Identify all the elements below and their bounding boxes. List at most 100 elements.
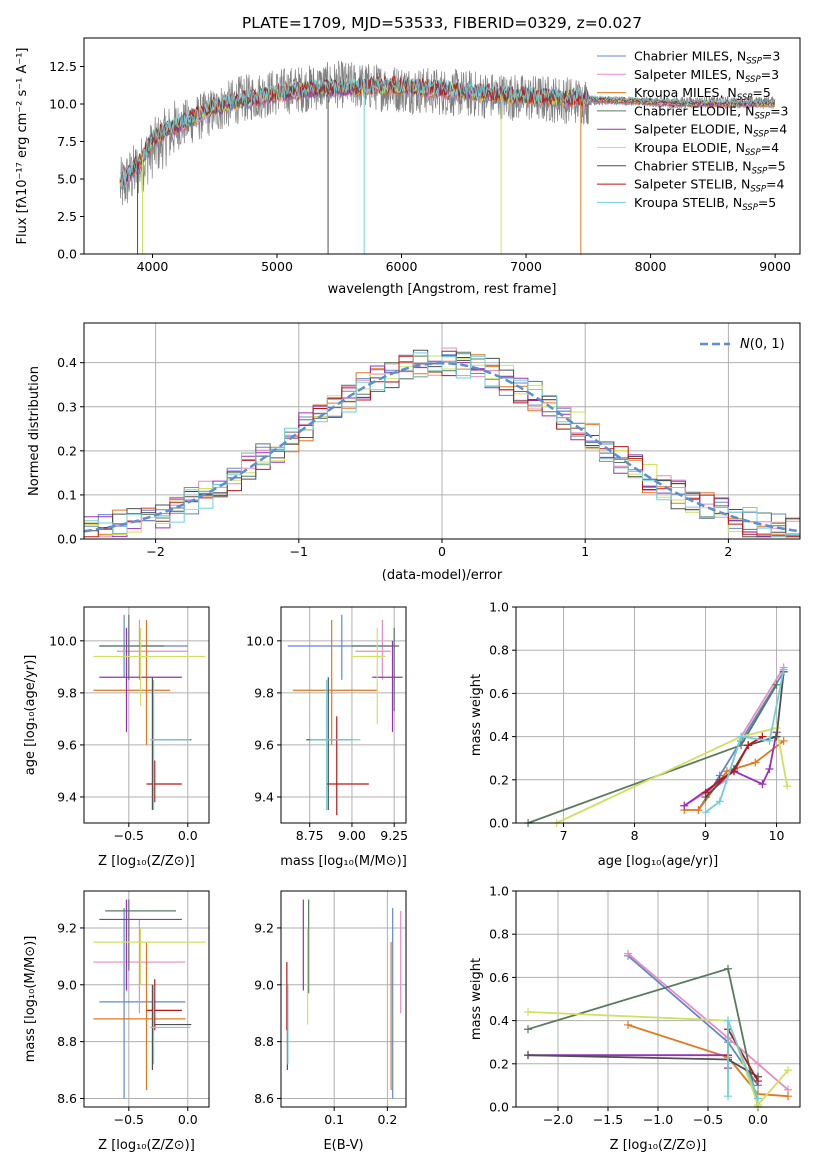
x-axis-label: E(B-V) bbox=[323, 1138, 363, 1153]
y-axis-label: Flux [fλ10⁻¹⁷ erg cm⁻² s⁻¹ A⁻¹] bbox=[15, 48, 30, 245]
mass-weight-marker bbox=[772, 732, 781, 741]
y-axis-label: age [log₁₀(age/yr)] bbox=[23, 655, 38, 776]
mass-weight-marker bbox=[784, 1066, 792, 1075]
x-axis-label: (data-model)/error bbox=[382, 568, 503, 583]
legend-entry: Kroupa ELODIE, NSSP=4 bbox=[634, 140, 779, 158]
x-tick-label: 9000 bbox=[759, 259, 791, 274]
x-axis-label: Z [log₁₀(Z/Z⊙)] bbox=[98, 854, 195, 869]
mass-weight-marker bbox=[724, 964, 732, 973]
mass-weight-marker bbox=[729, 767, 738, 776]
mass-weight-marker bbox=[772, 680, 781, 689]
plot-frame bbox=[280, 890, 407, 1108]
spectrum-panel: 4000 5000 6000 7000 8000 9000 0.0 2.5 5.0 7.5 10.0… bbox=[15, 37, 801, 297]
mass-weight-series-kroupa-elodie bbox=[527, 1011, 789, 1107]
x-tick-label: 2 bbox=[724, 544, 732, 559]
mass-weight-marker bbox=[524, 1025, 532, 1034]
mass-weight-marker bbox=[624, 949, 632, 958]
y-tick-label: 0.0 bbox=[489, 1100, 509, 1115]
y-tick-label: 1.0 bbox=[489, 600, 509, 615]
y-tick-label: 9.4 bbox=[254, 789, 274, 804]
y-tick-label: 0.8 bbox=[489, 643, 509, 658]
plot-frame bbox=[83, 37, 801, 255]
x-tick-label: 0 bbox=[438, 544, 446, 559]
legend-entry: Chabrier STELIB, NSSP=5 bbox=[634, 158, 786, 176]
y-tick-label: 0.2 bbox=[57, 443, 77, 458]
x-tick-label: −1.5 bbox=[593, 1112, 623, 1127]
mass-weight-marker bbox=[737, 732, 746, 741]
x-tick-label: −2 bbox=[146, 544, 164, 559]
x-tick-label: 8 bbox=[631, 828, 639, 843]
x-axis-label: wavelength [Angstrom, rest frame] bbox=[328, 282, 557, 297]
mass-weight-marker bbox=[744, 741, 753, 750]
plot-frame bbox=[515, 606, 801, 824]
mass-weight-marker bbox=[715, 797, 724, 806]
y-tick-label: 9.6 bbox=[57, 737, 77, 752]
y-tick-label: 0.4 bbox=[489, 1013, 509, 1028]
spectrum-title: PLATE=1709, MJD=53533, FIBERID=0329, z=0… bbox=[242, 14, 642, 32]
x-tick-label: −1.0 bbox=[643, 1112, 673, 1127]
residuals-panel: 0.0 0.1 0.2 0.3 0.4 −2 −1 0 1 2 (data-model)/error… bbox=[27, 322, 801, 583]
mass-weight-marker bbox=[779, 736, 788, 745]
y-tick-label: 0.8 bbox=[489, 927, 509, 942]
mass-weight-series-salpeter-miles bbox=[627, 952, 789, 1091]
x-tick-label: 0.0 bbox=[178, 828, 198, 843]
mass-weight-marker bbox=[758, 780, 767, 789]
mass-weight-marker bbox=[754, 1059, 762, 1068]
x-tick-label: 0.2 bbox=[377, 1112, 397, 1127]
x-tick-label: 1 bbox=[581, 544, 589, 559]
y-tick-label: 0.6 bbox=[489, 970, 509, 985]
legend-entry: Salpeter MILES, NSSP=3 bbox=[634, 67, 779, 85]
mass-weight-marker bbox=[724, 1016, 732, 1025]
y-tick-label: 9.4 bbox=[57, 789, 77, 804]
legend-entry: Chabrier MILES, NSSP=3 bbox=[634, 49, 780, 67]
age-vs-metallicity-panel: −0.5 0.0 9.4 9.6 9.8 10.0 Z [log₁₀(Z/Z⊙)] age [… bbox=[23, 606, 210, 869]
x-axis-label: age [log₁₀(age/yr)] bbox=[598, 854, 719, 869]
plot-frame bbox=[83, 322, 801, 540]
x-tick-label: 9.25 bbox=[380, 828, 408, 843]
y-tick-label: 0.0 bbox=[489, 816, 509, 831]
y-tick-label: 0.4 bbox=[57, 355, 77, 370]
y-tick-label: 0.6 bbox=[489, 686, 509, 701]
y-axis-label: Normed distribution bbox=[27, 366, 42, 496]
x-tick-label: 6000 bbox=[386, 259, 418, 274]
mass-weight-marker bbox=[779, 665, 788, 674]
y-axis-label: mass weight bbox=[469, 674, 484, 756]
mass-weight-marker bbox=[784, 1092, 792, 1101]
y-tick-label: 0.0 bbox=[57, 532, 77, 547]
x-tick-label: 7 bbox=[560, 828, 568, 843]
y-tick-label: 0.2 bbox=[489, 772, 509, 787]
y-tick-label: 8.8 bbox=[254, 1034, 274, 1049]
mass-weight-marker bbox=[715, 775, 724, 784]
y-axis-label: mass weight bbox=[469, 958, 484, 1040]
mass-weight-marker bbox=[694, 806, 703, 815]
x-tick-label: 0.0 bbox=[748, 1112, 768, 1127]
y-tick-label: 0.3 bbox=[57, 399, 77, 414]
y-tick-label: 9.0 bbox=[254, 977, 274, 992]
mass-weight-series-salpeter-stelib bbox=[704, 735, 763, 794]
x-tick-label: 5000 bbox=[261, 259, 293, 274]
mass-weight-marker bbox=[754, 1094, 762, 1103]
y-tick-label: 2.5 bbox=[57, 209, 77, 224]
x-tick-label: 7000 bbox=[510, 259, 542, 274]
plot-frame bbox=[83, 890, 210, 1108]
x-tick-label: −1 bbox=[290, 544, 308, 559]
x-tick-label: 9.00 bbox=[338, 828, 366, 843]
x-tick-label: 9 bbox=[702, 828, 710, 843]
mass-weight-marker bbox=[624, 1020, 632, 1029]
legend-entry: Kroupa STELIB, NSSP=5 bbox=[634, 195, 776, 213]
x-axis-label: Z [log₁₀(Z/Z⊙)] bbox=[610, 1138, 707, 1153]
x-tick-label: −0.5 bbox=[693, 1112, 723, 1127]
x-tick-label: 10 bbox=[769, 828, 785, 843]
mass-weight-marker bbox=[754, 1077, 762, 1086]
mass-weight-marker bbox=[524, 1007, 532, 1016]
legend-entry: Chabrier ELODIE, NSSP=3 bbox=[634, 103, 789, 121]
mass-vs-extinction-panel: 0.1 0.2 8.6 8.8 9.0 9.2 E(B-V) bbox=[254, 890, 407, 1153]
x-axis-label: Z [log₁₀(Z/Z⊙)] bbox=[98, 1138, 195, 1153]
mass-weight-series-chabrier-elodie bbox=[527, 684, 778, 824]
y-tick-label: 1.0 bbox=[489, 884, 509, 899]
y-tick-label: 9.6 bbox=[254, 737, 274, 752]
y-tick-label: 0.4 bbox=[489, 729, 509, 744]
mass-weight-marker bbox=[765, 765, 774, 773]
